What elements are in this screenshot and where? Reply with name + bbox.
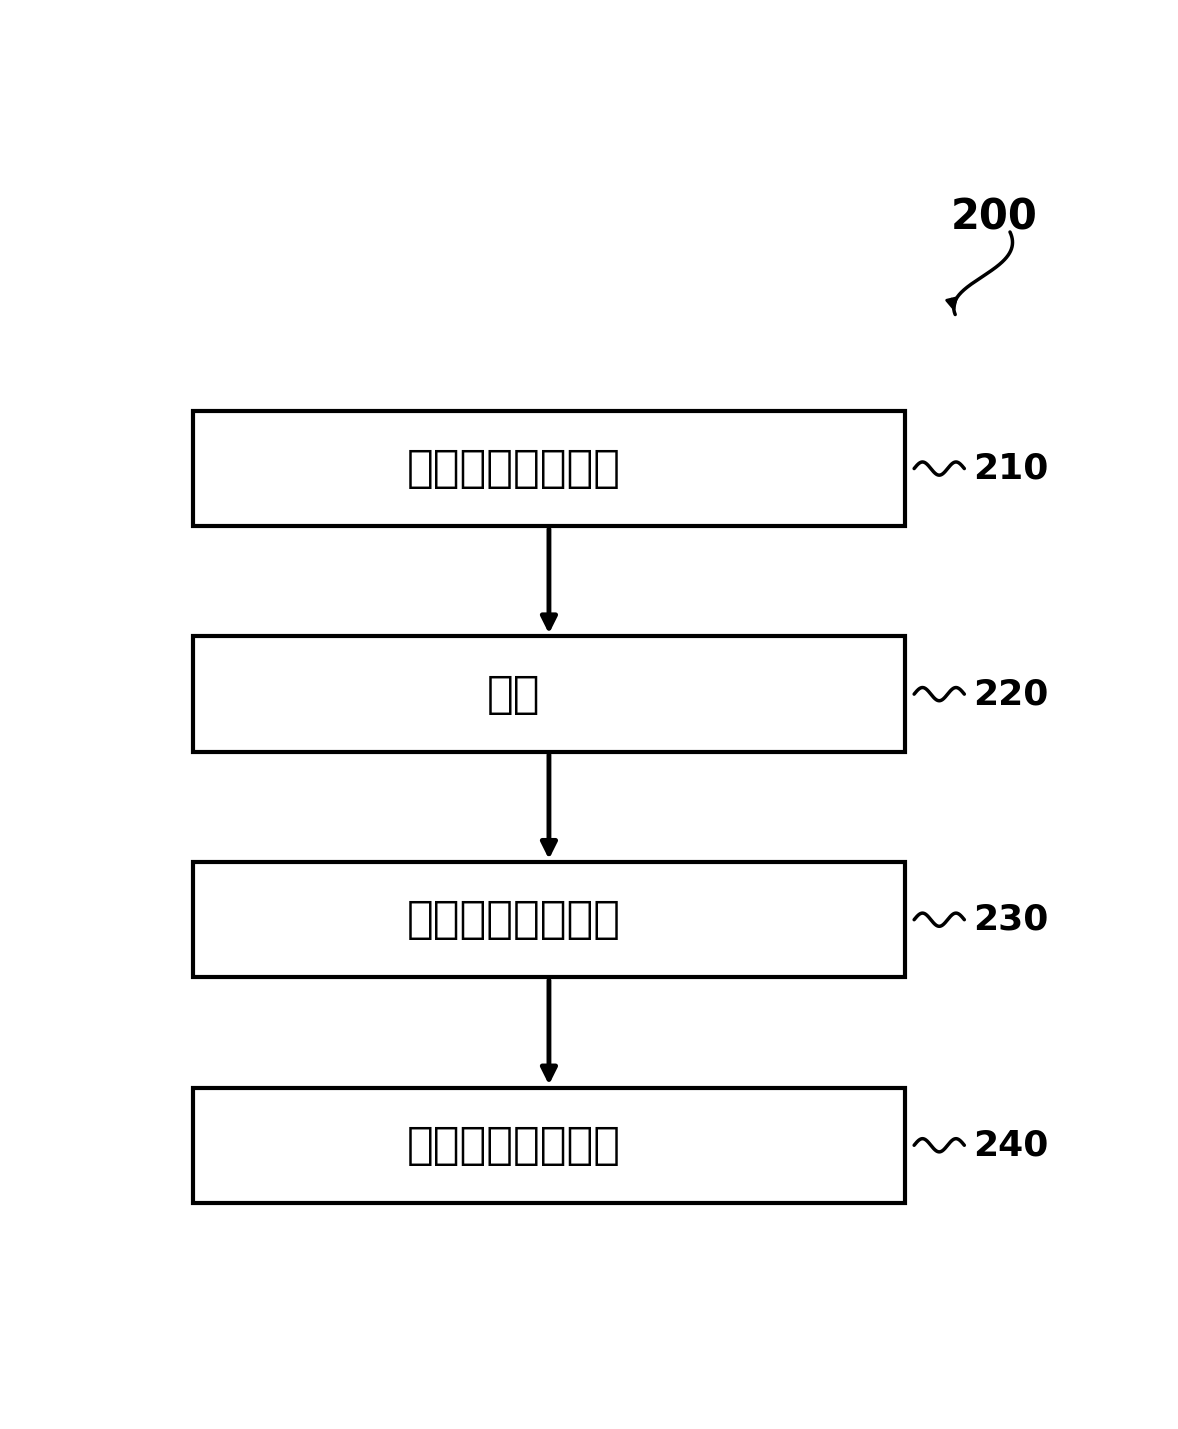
Text: 检测第一测量信号: 检测第一测量信号 <box>406 447 621 490</box>
Text: 230: 230 <box>973 903 1048 936</box>
Text: 训练: 训练 <box>487 673 540 716</box>
Text: 210: 210 <box>973 452 1048 486</box>
Bar <box>193 1087 905 1203</box>
Bar <box>193 636 905 752</box>
Bar <box>193 862 905 977</box>
Text: 检测第二测量信号: 检测第二测量信号 <box>406 899 621 942</box>
Text: 识别未确定的异常: 识别未确定的异常 <box>406 1123 621 1166</box>
Text: 220: 220 <box>973 677 1048 712</box>
Bar <box>193 410 905 526</box>
Text: 240: 240 <box>973 1129 1048 1162</box>
Text: 200: 200 <box>951 197 1038 239</box>
